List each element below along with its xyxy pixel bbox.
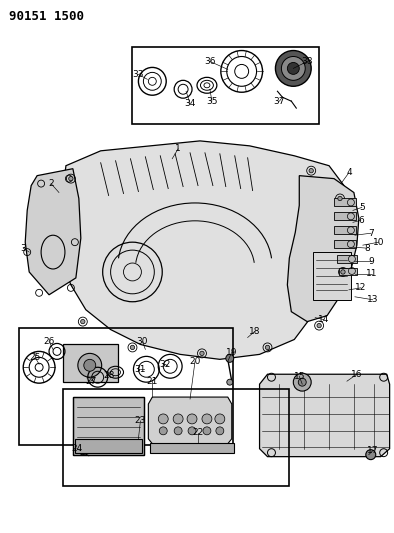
Circle shape: [200, 351, 204, 356]
Circle shape: [69, 176, 73, 181]
Polygon shape: [25, 168, 81, 295]
Circle shape: [173, 414, 183, 424]
Text: 18: 18: [249, 327, 260, 336]
Text: 19: 19: [226, 348, 238, 357]
Text: 4: 4: [346, 168, 352, 177]
Bar: [337, 255, 357, 263]
Circle shape: [202, 414, 212, 424]
Circle shape: [84, 359, 96, 372]
Text: 2: 2: [48, 179, 54, 188]
Circle shape: [79, 447, 87, 455]
Text: 20: 20: [190, 357, 201, 366]
Bar: [73, 397, 144, 455]
Bar: [334, 227, 356, 234]
Circle shape: [130, 345, 135, 350]
Bar: [339, 268, 357, 275]
Circle shape: [287, 62, 299, 75]
Text: 8: 8: [364, 244, 370, 253]
Text: 7: 7: [368, 229, 374, 238]
Text: 10: 10: [373, 238, 385, 247]
Circle shape: [81, 319, 85, 324]
Text: 21: 21: [147, 377, 158, 386]
Circle shape: [188, 427, 196, 435]
Bar: [313, 252, 351, 300]
Text: 27: 27: [85, 377, 97, 386]
Text: 37: 37: [274, 96, 285, 106]
Text: 26: 26: [43, 337, 55, 346]
Bar: [334, 240, 356, 248]
Circle shape: [226, 354, 234, 362]
Text: 3: 3: [20, 244, 26, 253]
Polygon shape: [149, 397, 232, 444]
Text: 23: 23: [135, 416, 146, 425]
Circle shape: [227, 379, 233, 385]
Circle shape: [216, 427, 224, 435]
Circle shape: [293, 373, 311, 391]
Bar: [151, 443, 234, 453]
Text: 90151 1500: 90151 1500: [9, 10, 84, 23]
Text: 33: 33: [133, 70, 144, 79]
Text: 35: 35: [206, 96, 217, 106]
Text: 9: 9: [368, 256, 374, 265]
Text: 14: 14: [318, 315, 330, 324]
Circle shape: [159, 427, 167, 435]
Text: 11: 11: [366, 270, 377, 278]
Bar: [19, 328, 233, 445]
Text: 34: 34: [184, 99, 196, 108]
Text: 22: 22: [192, 429, 204, 437]
Text: 30: 30: [137, 337, 148, 346]
Text: 12: 12: [355, 284, 366, 292]
Bar: [334, 198, 356, 206]
Text: 38: 38: [301, 57, 313, 66]
Text: 15: 15: [294, 372, 305, 381]
Circle shape: [203, 427, 211, 435]
Polygon shape: [56, 141, 349, 359]
Text: 28: 28: [103, 371, 114, 379]
Text: 1: 1: [175, 144, 181, 154]
Circle shape: [265, 345, 269, 350]
Polygon shape: [260, 374, 390, 457]
Circle shape: [78, 353, 102, 377]
Circle shape: [338, 196, 342, 200]
Circle shape: [309, 168, 313, 173]
Text: 6: 6: [358, 216, 364, 225]
Bar: [63, 344, 117, 382]
Circle shape: [174, 427, 182, 435]
Circle shape: [298, 378, 306, 386]
Text: 16: 16: [351, 370, 362, 379]
Text: 36: 36: [204, 57, 216, 66]
Text: 13: 13: [367, 295, 379, 304]
Circle shape: [275, 51, 311, 86]
Text: 5: 5: [359, 203, 365, 212]
Bar: [75, 439, 142, 453]
Circle shape: [317, 324, 322, 328]
Text: 31: 31: [135, 365, 146, 374]
Bar: [63, 389, 289, 487]
Text: 17: 17: [367, 446, 379, 455]
Circle shape: [215, 414, 225, 424]
Circle shape: [158, 414, 168, 424]
Circle shape: [341, 270, 345, 274]
Bar: [73, 397, 144, 455]
Polygon shape: [287, 176, 359, 321]
Text: 24: 24: [71, 444, 82, 453]
Bar: [132, 46, 319, 124]
Circle shape: [281, 56, 305, 80]
Bar: [334, 212, 356, 220]
Text: 32: 32: [160, 360, 171, 369]
Text: 25: 25: [30, 353, 41, 362]
Circle shape: [187, 414, 197, 424]
Circle shape: [366, 450, 376, 459]
